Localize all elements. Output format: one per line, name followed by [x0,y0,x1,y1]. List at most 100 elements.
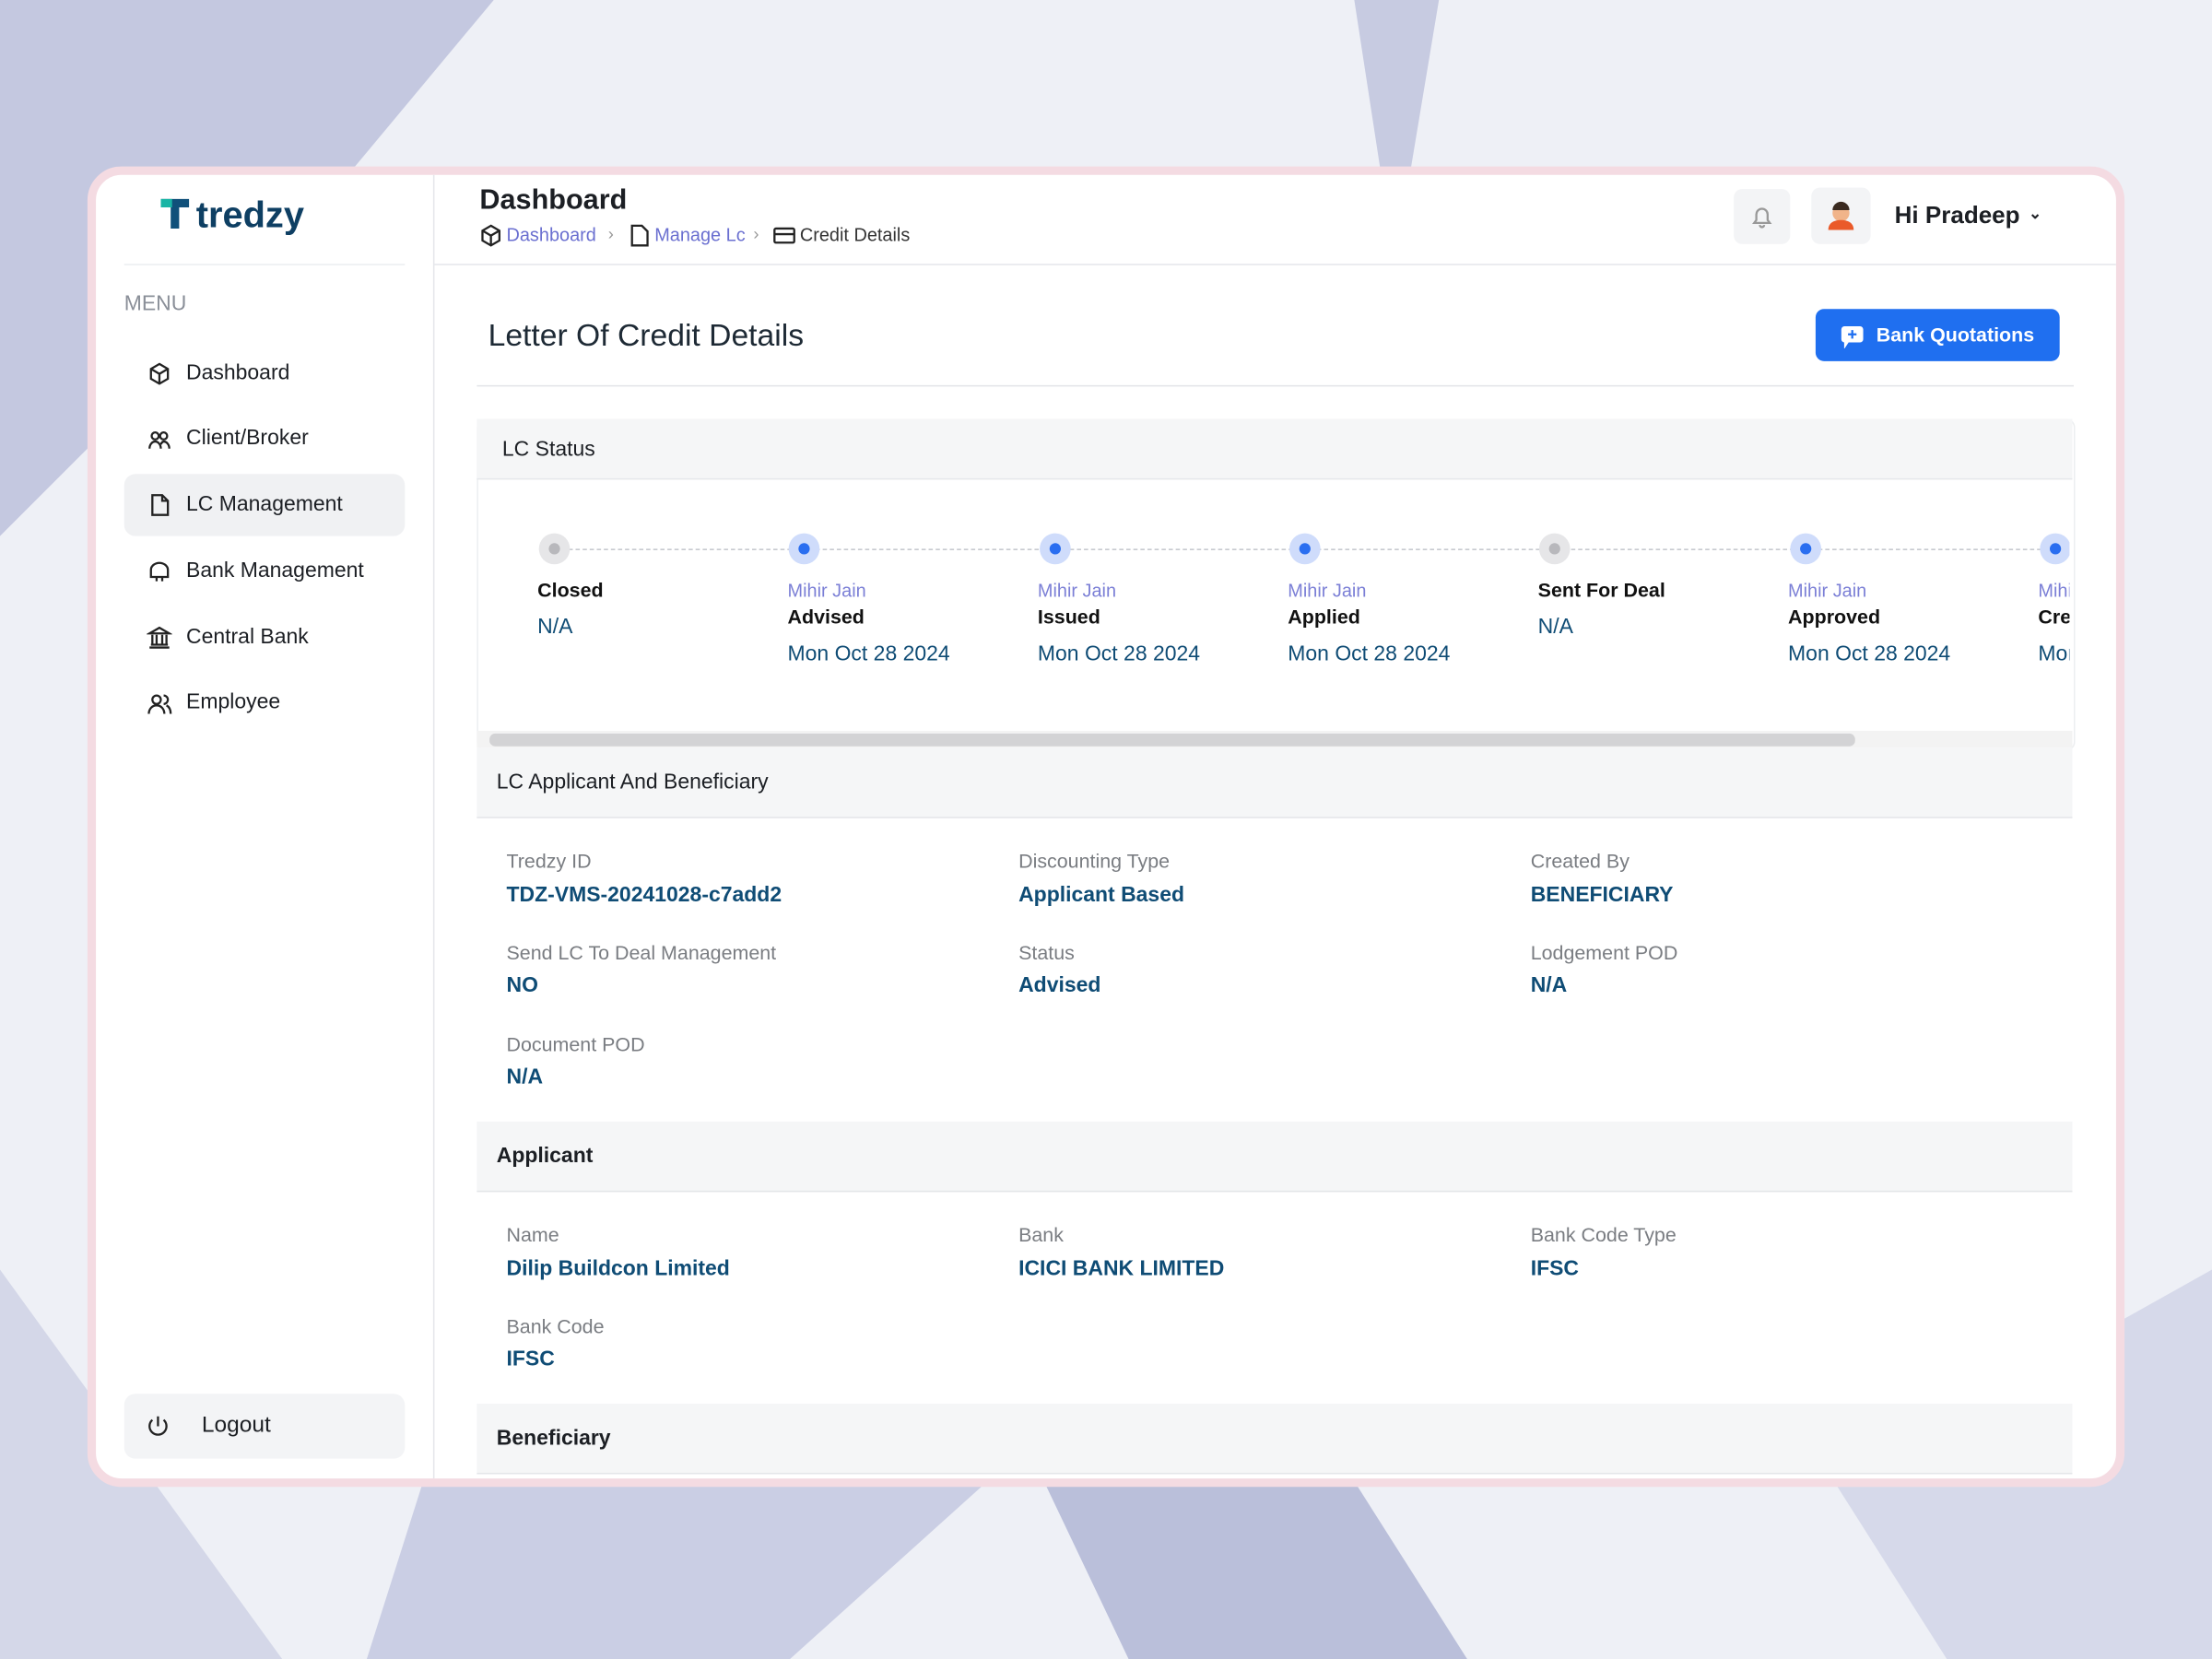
field-label: Send LC To Deal Management [506,940,777,964]
step-status: Closed [537,579,604,602]
field-label: Document POD [506,1031,645,1055]
breadcrumb-item[interactable]: Dashboard [506,224,596,246]
avatar [1828,201,1854,230]
step-user: Mihir Jain [1788,579,1867,601]
field-label: Name [506,1223,559,1247]
status-title: LC Status [501,437,595,462]
field-value: ICICI BANK LIMITED [1018,1256,1225,1281]
field-label: Created By [1530,849,1630,873]
icon-graphic [145,626,173,649]
user-menu-chevron: ⌄ [2029,206,2042,224]
field-label: Lodgement POD [1530,940,1678,964]
field-value: N/A [506,1065,544,1089]
step-date: Mon Oct 28 2024 [1788,641,1951,665]
field-label: Discounting Type [1018,849,1171,873]
section-header [477,747,2073,818]
menu-item[interactable]: LC Management [186,492,343,517]
breadcrumb-item: Credit Details [799,224,911,246]
title-divider [477,384,2074,387]
step-status: Approved [1788,606,1881,629]
logo: tredzy [195,193,304,236]
bg-shape [1043,1481,1467,1659]
field-value: IFSC [506,1347,555,1372]
section-header [477,1121,2073,1193]
sidebar-hr [124,264,406,265]
step-date: N/A [1537,614,1573,639]
step-date: N/A [537,614,573,639]
timeline-dot-core [798,543,811,555]
icon-graphic [148,430,171,449]
menu-icon [147,690,172,716]
field-label: Bank Code [506,1314,605,1338]
section-title: Applicant [496,1143,594,1168]
section-header [477,1403,2073,1475]
field-value: IFSC [1530,1256,1580,1281]
field-value: Dilip Buildcon Limited [506,1256,730,1281]
button-label[interactable]: Bank Quotations [1876,323,2035,347]
notification-button[interactable] [1734,189,1791,244]
timeline-dot-core [1049,543,1061,555]
menu-active-bg [124,474,406,537]
avatar-button[interactable] [1811,187,1871,244]
user-greeting[interactable]: Hi Pradeep [1894,202,2020,229]
header-title: Dashboard [479,183,628,216]
step-status: Issued [1037,606,1100,629]
section-title: Beneficiary [496,1425,611,1450]
menu-item[interactable]: Employee [186,689,281,714]
sidebar-divider [432,174,435,1479]
menu-item[interactable]: Central Bank [186,624,309,649]
scrollbar-thumb[interactable] [489,733,1855,747]
menu-icon [147,361,172,387]
step-status: Advised [787,606,865,629]
breadcrumb-icon [627,223,653,249]
timeline-dot-core [1548,543,1561,555]
button-icon [1840,324,1865,349]
menu-icon [145,625,173,651]
timeline-dot-core [548,543,560,555]
field-value: N/A [1530,973,1568,998]
field-value: BENEFICIARY [1530,882,1674,907]
field-value: NO [506,973,538,998]
icon-graphic [1752,207,1772,229]
step-status: Sent For Deal [1537,579,1665,602]
step-status: Created [2038,606,2070,629]
field-label: Tredzy ID [506,849,592,873]
menu-item[interactable]: Client/Broker [186,426,309,451]
page-title: Letter Of Credit Details [488,317,805,354]
step-date: Mon Oct 28 2024 [787,641,950,665]
status-header [477,418,2073,480]
icon-graphic [773,227,795,244]
icon-graphic [147,693,172,713]
step-date: Mon Oct 28 2024 [1288,641,1451,665]
field-label: Status [1018,940,1075,964]
field-label: Bank Code Type [1530,1223,1677,1247]
breadcrumb-separator: › [607,223,614,244]
bell-icon [1749,203,1775,229]
step-user: Mihir Jain [787,579,866,601]
breadcrumb-separator: › [753,223,759,244]
breadcrumb-item[interactable]: Manage Lc [654,224,746,246]
timeline-dot-core [1799,543,1811,555]
breadcrumb-icon [478,223,504,249]
timeline-dot-core [2049,543,2061,555]
field-value: Applicant Based [1018,882,1184,907]
header-divider [434,264,2116,265]
logout-icon [146,1414,171,1440]
menu-icon [147,559,172,584]
step-user: Mihir Jain [2038,579,2069,601]
logout-button[interactable] [124,1394,406,1459]
menu-item[interactable]: Bank Management [186,558,364,582]
step-date: Mon Oct 28 2024 [2038,641,2069,665]
menu-icon [147,493,172,519]
menu-icon [147,427,172,453]
field-value: TDZ-VMS-20241028-c7add2 [506,882,782,907]
step-user: Mihir Jain [1288,579,1367,601]
menu-item[interactable]: Dashboard [186,360,290,385]
icon-graphic [149,362,170,385]
menu-title: MENU [124,291,187,316]
field-label: Bank [1018,1223,1064,1247]
step-user: Mihir Jain [1037,579,1117,601]
logout-label[interactable]: Logout [201,1413,271,1438]
